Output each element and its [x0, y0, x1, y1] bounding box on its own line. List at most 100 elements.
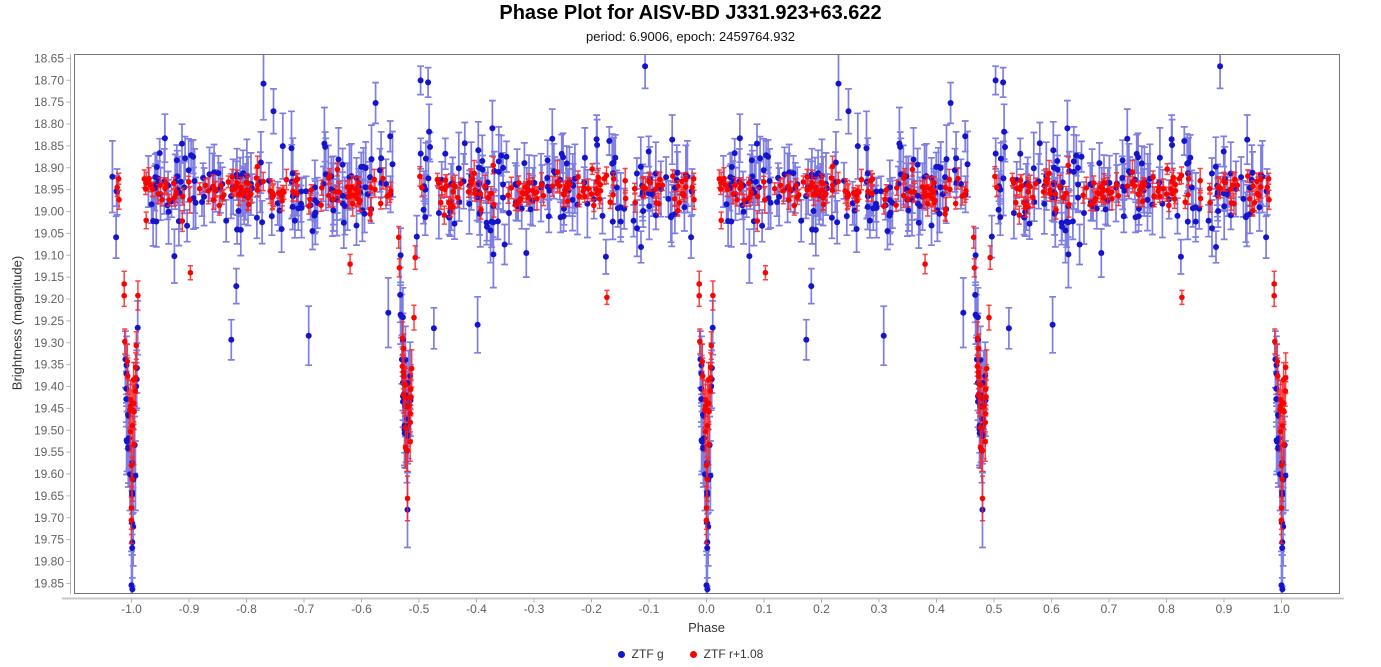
data-point — [397, 252, 404, 259]
y-tick-label: 19.35 — [34, 358, 64, 372]
data-point — [665, 195, 672, 202]
data-point — [404, 447, 411, 454]
data-point — [525, 195, 532, 201]
data-point — [622, 195, 629, 202]
data-point — [165, 208, 172, 215]
data-point — [397, 291, 404, 298]
data-point — [1250, 183, 1256, 189]
data-point — [127, 428, 134, 435]
data-point — [534, 196, 540, 202]
data-point — [1113, 181, 1120, 188]
data-point — [1271, 281, 1277, 287]
data-point — [828, 175, 835, 181]
data-point — [808, 283, 815, 290]
x-tick-label: -0.6 — [351, 602, 372, 616]
data-point — [1115, 193, 1122, 199]
data-point — [982, 419, 989, 426]
data-point — [800, 179, 807, 185]
data-point — [385, 309, 392, 316]
data-point — [973, 313, 980, 320]
data-point — [398, 313, 405, 320]
data-point — [1272, 338, 1278, 345]
data-point — [500, 181, 507, 188]
data-point — [754, 140, 760, 147]
data-point — [408, 365, 415, 372]
y-tick-label: 18.75 — [34, 95, 64, 109]
data-point — [159, 196, 165, 203]
data-point — [697, 338, 703, 345]
data-point — [663, 174, 670, 181]
data-point — [179, 193, 186, 200]
data-point — [1232, 176, 1238, 183]
data-point — [192, 199, 199, 206]
data-point — [294, 190, 300, 197]
data-point — [387, 191, 393, 198]
x-tick-label: 1.0 — [1273, 602, 1290, 616]
data-point — [1246, 196, 1253, 202]
data-point — [346, 188, 352, 194]
data-point — [977, 394, 983, 401]
data-point — [305, 332, 312, 339]
data-point — [187, 269, 194, 276]
data-point — [1221, 203, 1228, 210]
data-point — [1016, 212, 1023, 218]
x-tick-label: -0.9 — [179, 602, 200, 616]
data-point — [1052, 191, 1059, 197]
data-point — [289, 203, 296, 210]
data-point — [1189, 205, 1196, 212]
data-point — [500, 194, 506, 201]
data-point — [652, 212, 659, 219]
data-point — [501, 241, 508, 248]
data-point — [935, 163, 942, 170]
data-point — [691, 196, 697, 203]
data-point — [367, 184, 374, 191]
data-point — [868, 177, 874, 184]
data-point — [293, 177, 299, 184]
data-point — [1075, 164, 1081, 171]
x-tick-label: -0.3 — [524, 602, 545, 616]
data-point — [706, 441, 712, 448]
data-point — [348, 192, 354, 199]
x-axis-label: Phase — [688, 620, 725, 635]
data-point — [129, 476, 136, 483]
data-point — [1135, 191, 1142, 198]
data-point — [1279, 586, 1286, 593]
data-point — [630, 217, 637, 224]
data-point — [952, 200, 959, 207]
data-point — [318, 202, 324, 208]
data-point — [425, 175, 432, 182]
data-point — [427, 144, 433, 150]
data-point — [1001, 128, 1008, 135]
data-point — [400, 345, 407, 352]
data-point — [832, 159, 839, 166]
data-point — [808, 184, 814, 190]
data-point — [757, 155, 764, 162]
data-point — [549, 183, 556, 189]
data-point — [1131, 183, 1138, 189]
y-tick-label: 19.20 — [34, 292, 64, 306]
data-point — [1000, 79, 1007, 86]
x-tick-label: 0.9 — [1216, 602, 1233, 616]
data-point — [560, 213, 567, 220]
data-point — [308, 187, 315, 193]
y-tick-label: 18.70 — [34, 73, 64, 87]
data-point — [311, 197, 318, 204]
y-tick-label: 18.85 — [34, 139, 64, 153]
data-point — [362, 184, 369, 191]
data-point — [1168, 186, 1174, 192]
data-point — [1101, 180, 1107, 186]
data-point — [407, 394, 414, 401]
data-point — [631, 185, 638, 192]
data-point — [407, 419, 414, 426]
data-point — [254, 187, 261, 193]
data-point — [157, 182, 163, 189]
data-point — [820, 201, 827, 208]
data-point — [785, 197, 792, 203]
data-point — [521, 160, 528, 167]
data-point — [491, 201, 497, 208]
data-point — [717, 186, 724, 192]
data-point — [1065, 219, 1072, 226]
data-point — [593, 136, 600, 143]
data-point — [1209, 225, 1215, 232]
errorbars-ztf-g — [109, 54, 1289, 593]
